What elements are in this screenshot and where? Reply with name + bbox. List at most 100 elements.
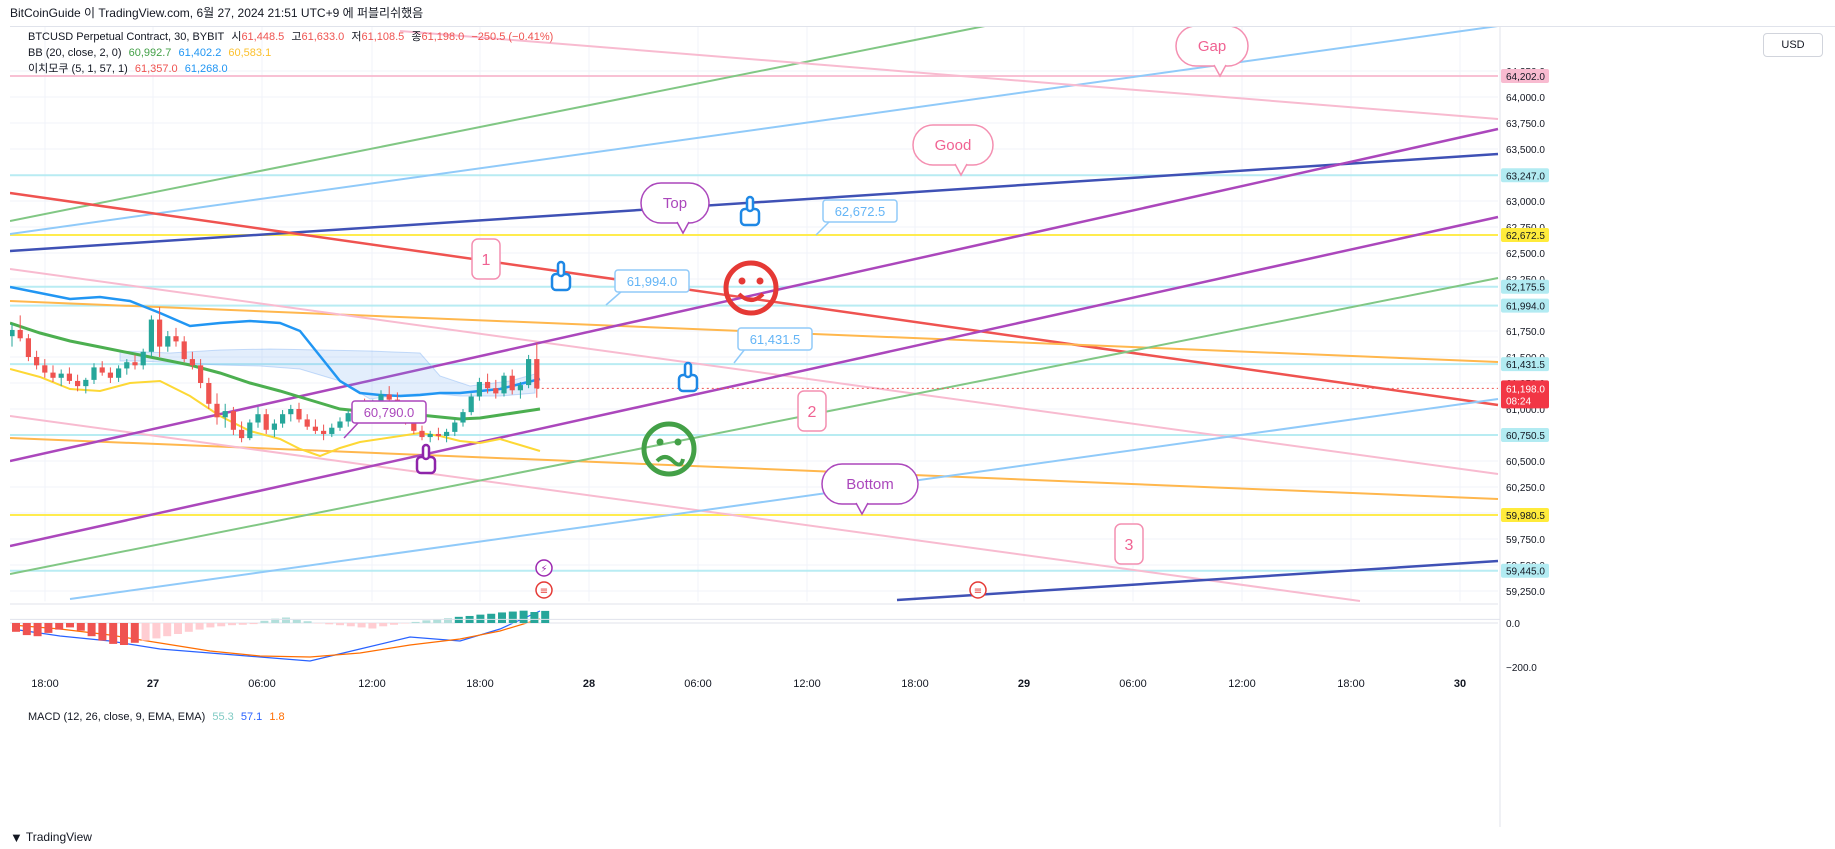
number-box[interactable]: 2 bbox=[797, 390, 827, 432]
macd-bar bbox=[163, 623, 172, 637]
macd-bar bbox=[411, 621, 420, 623]
macd-bar bbox=[109, 623, 118, 644]
trendline bbox=[10, 215, 1499, 548]
candle-body bbox=[247, 422, 253, 439]
lightning-icon[interactable]: ⚡ bbox=[535, 559, 553, 577]
trendline bbox=[896, 559, 1499, 602]
number-box-bg bbox=[471, 238, 501, 280]
trendline bbox=[10, 415, 1361, 602]
tradingview-logo-icon: ▼ bbox=[10, 830, 23, 845]
chart-canvas[interactable]: Gap Good Top Bottom 1 2 3 62,672.5 61,994.0 61,43… bbox=[10, 27, 1835, 827]
macd-bar bbox=[368, 623, 377, 629]
callout[interactable]: Bottom bbox=[821, 463, 919, 516]
candle-body bbox=[206, 383, 212, 404]
candle-body bbox=[501, 375, 507, 394]
candle-body bbox=[526, 359, 532, 386]
candle-body bbox=[378, 394, 384, 403]
candle-body bbox=[493, 388, 499, 394]
bb-legend[interactable]: BB (20, close, 2, 0) 60,992.7 61,402.2 6… bbox=[28, 46, 275, 61]
event-icon-glyph: ≡ bbox=[974, 586, 982, 597]
macd-bar bbox=[238, 623, 247, 625]
candle-body bbox=[460, 412, 466, 423]
trendline bbox=[10, 268, 1499, 475]
publisher-watermark: BitCoinGuide 이 TradingView.com, 6월 27, 2… bbox=[10, 6, 424, 20]
macd-bar bbox=[174, 623, 182, 634]
drawings: Gap Good Top Bottom 1 2 3 62,672.5 61,994.0 61,43… bbox=[343, 27, 1249, 599]
macd-bar bbox=[541, 610, 550, 623]
ichimoku-cloud bbox=[119, 348, 536, 400]
candle-body bbox=[476, 381, 482, 397]
price-label-text: 60,790.0 bbox=[364, 405, 415, 420]
price-tag-bg bbox=[1501, 68, 1549, 83]
macd-tick-label: −200.0 bbox=[1506, 663, 1537, 674]
candle-body bbox=[214, 403, 220, 418]
price-label[interactable]: 60,790.0 bbox=[343, 400, 427, 439]
macd-bar bbox=[433, 619, 442, 623]
candle-body bbox=[140, 351, 146, 366]
price-label-bg bbox=[737, 327, 813, 351]
macd-bar bbox=[444, 618, 452, 623]
number-box[interactable]: 3 bbox=[1114, 523, 1144, 565]
macd-bar bbox=[120, 623, 128, 645]
face-eye bbox=[738, 277, 746, 285]
candle-body bbox=[157, 319, 163, 347]
candle-body bbox=[411, 421, 417, 431]
macd-bar bbox=[454, 616, 463, 623]
ichimoku-legend[interactable]: 이치모쿠 (5, 1, 57, 1) 61,357.0 61,268.0 bbox=[28, 62, 232, 77]
macd-bar bbox=[390, 623, 398, 625]
face-eye bbox=[674, 438, 682, 446]
callout[interactable]: Top bbox=[640, 182, 710, 235]
callout-bubble bbox=[640, 182, 710, 224]
price-tick-label: 59,750.0 bbox=[1506, 535, 1545, 546]
callout[interactable]: Good bbox=[912, 124, 994, 177]
price-label[interactable]: 62,672.5 bbox=[815, 199, 898, 236]
macd-bar bbox=[66, 623, 74, 628]
time-tick-label: 18:00 bbox=[31, 678, 59, 690]
macd-bar bbox=[217, 623, 226, 627]
price-label[interactable]: 61,431.5 bbox=[733, 327, 813, 364]
ichimoku-v1: 61,357.0 bbox=[134, 63, 178, 75]
candle-body bbox=[189, 359, 195, 366]
candle-body bbox=[435, 433, 441, 437]
price-tag-bg bbox=[1501, 357, 1549, 372]
price-change: −250.5 (−0.41%) bbox=[471, 31, 554, 43]
event-icon-glyph: ⚡ bbox=[540, 564, 547, 575]
candle-body bbox=[239, 429, 245, 439]
currency-button[interactable]: USD bbox=[1763, 33, 1823, 57]
price-tag-bg bbox=[1501, 168, 1549, 183]
price-tag-bg bbox=[1501, 508, 1549, 523]
callout[interactable]: Gap bbox=[1175, 27, 1249, 78]
time-tick-label: 06:00 bbox=[248, 678, 276, 690]
bb-lower-line bbox=[10, 368, 541, 458]
face-mouth bbox=[737, 292, 765, 302]
candle-body bbox=[198, 365, 204, 383]
time-tick-label: 12:00 bbox=[358, 678, 386, 690]
us-flag-icon[interactable]: ≡ bbox=[969, 581, 987, 599]
price-tag-label: 63,247.0 bbox=[1506, 171, 1545, 182]
chart-area[interactable]: Gap Good Top Bottom 1 2 3 62,672.5 61,994.0 61,43… bbox=[10, 26, 1835, 827]
callout-text: Top bbox=[663, 195, 687, 212]
macd-bar bbox=[476, 614, 485, 623]
time-tick-label: 28 bbox=[583, 678, 595, 690]
hand-finger bbox=[556, 260, 566, 278]
price-label-text: 61,994.0 bbox=[627, 274, 678, 289]
macd-legend[interactable]: MACD (12, 26, close, 9, EMA, EMA) 55.3 5… bbox=[28, 710, 289, 725]
time-tick-label: 30 bbox=[1454, 678, 1466, 690]
ichimoku-v2: 61,268.0 bbox=[184, 63, 228, 75]
hand-finger bbox=[745, 195, 755, 213]
hand-finger bbox=[683, 361, 693, 379]
price-tick-label: 64,000.0 bbox=[1506, 93, 1545, 104]
countdown-label: 08:24 bbox=[1506, 396, 1531, 407]
tradingview-brand[interactable]: ▼ TradingView bbox=[10, 826, 92, 849]
face-outline bbox=[641, 421, 697, 477]
price-label[interactable]: 61,994.0 bbox=[605, 269, 690, 306]
callout-text: Gap bbox=[1198, 38, 1226, 55]
number-box[interactable]: 1 bbox=[471, 238, 501, 280]
time-tick-label: 29 bbox=[1018, 678, 1030, 690]
callout-bubble bbox=[821, 463, 919, 505]
macd-bar bbox=[487, 613, 496, 623]
us-flag-icon[interactable]: ≡ bbox=[535, 581, 553, 599]
bb-lower: 60,583.1 bbox=[228, 47, 272, 59]
price-tick-label: 61,000.0 bbox=[1506, 405, 1545, 416]
macd-bar bbox=[130, 623, 139, 643]
